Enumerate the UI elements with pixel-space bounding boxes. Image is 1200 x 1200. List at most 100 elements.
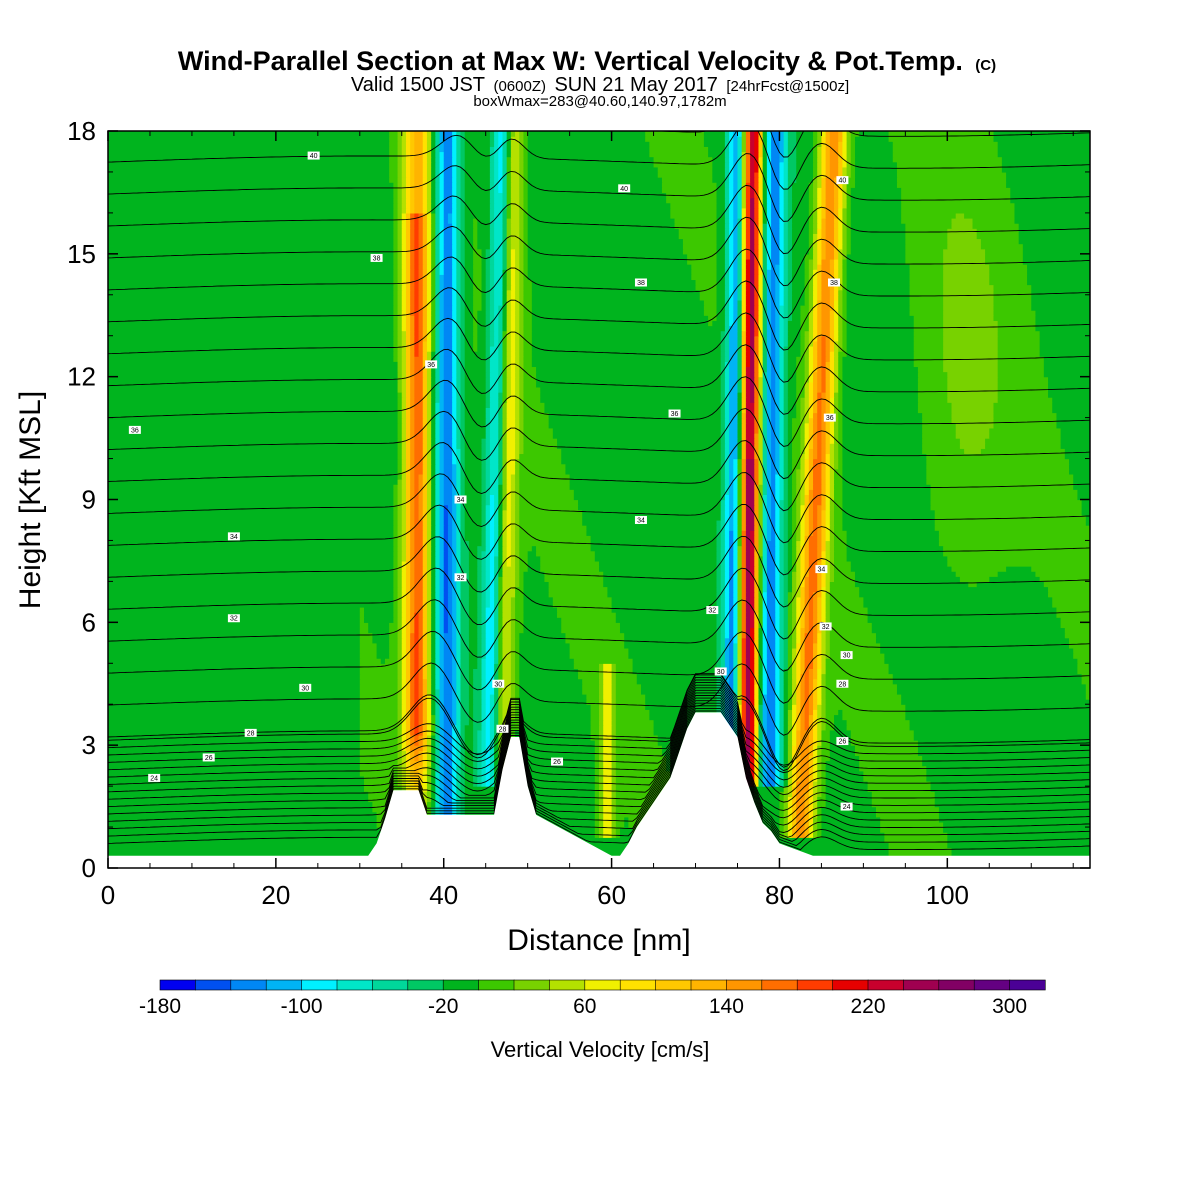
velocity-cell: [397, 642, 403, 649]
velocity-cell: [393, 581, 399, 588]
velocity-cell: [762, 709, 768, 716]
velocity-cell: [754, 709, 760, 716]
velocity-cell: [796, 555, 802, 562]
velocity-cell: [766, 509, 772, 516]
velocity-cell: [515, 453, 520, 460]
velocity-cell: [401, 601, 407, 608]
velocity-cell: [397, 504, 403, 511]
velocity-cell: [468, 704, 474, 710]
velocity-cell: [821, 479, 827, 485]
velocity-cell: [510, 499, 516, 506]
velocity-cell: [523, 627, 562, 634]
velocity-cell: [435, 402, 441, 408]
velocity-cell: [481, 709, 487, 716]
velocity-cell: [959, 576, 990, 582]
velocity-cell: [783, 504, 789, 511]
velocity-cell: [808, 699, 814, 705]
velocity-cell: [796, 545, 802, 552]
velocity-cell: [787, 704, 793, 710]
velocity-cell: [452, 458, 457, 465]
velocity-cell: [821, 422, 827, 429]
velocity-cell: [729, 402, 739, 408]
velocity-cell: [414, 719, 420, 726]
velocity-cell: [922, 427, 957, 434]
velocity-cell: [813, 448, 818, 455]
velocity-cell: [800, 668, 806, 675]
velocity-cell: [536, 545, 592, 552]
velocity-cell: [557, 438, 722, 444]
velocity-cell: [494, 673, 499, 680]
velocity-cell: [754, 688, 760, 695]
velocity-cell: [750, 381, 755, 388]
velocity-cell: [439, 734, 445, 741]
velocity-cell: [422, 504, 428, 511]
velocity-cell: [108, 622, 361, 629]
velocity-cell: [485, 780, 491, 787]
velocity-cell: [523, 397, 541, 403]
velocity-cell: [468, 566, 478, 572]
velocity-cell: [817, 816, 823, 823]
velocity-cell: [779, 622, 785, 629]
velocity-cell: [603, 775, 613, 782]
velocity-cell: [552, 432, 722, 439]
velocity-cell: [431, 489, 436, 495]
velocity-cell: [716, 581, 722, 588]
velocity-cell: [825, 499, 831, 506]
velocity-cell: [766, 606, 776, 613]
velocity-cell: [964, 448, 982, 455]
velocity-cell: [477, 545, 487, 552]
velocity-cell: [405, 765, 411, 772]
velocity-cell: [418, 678, 424, 685]
velocity-cell: [405, 642, 411, 649]
velocity-cell: [401, 407, 407, 414]
velocity-cell: [754, 673, 760, 680]
velocity-cell: [414, 392, 424, 398]
velocity-cell: [397, 392, 403, 398]
velocity-cell: [758, 606, 764, 613]
velocity-cell: [456, 591, 462, 598]
velocity-cell: [443, 412, 453, 419]
velocity-cell: [750, 770, 755, 777]
velocity-cell: [754, 693, 760, 700]
velocity-cell: [737, 658, 743, 664]
velocity-cell: [414, 612, 420, 618]
velocity-cell: [615, 827, 621, 833]
velocity-cell: [401, 688, 407, 695]
velocity-cell: [745, 699, 751, 705]
velocity-cell: [447, 509, 453, 516]
velocity-cell: [477, 729, 483, 736]
velocity-cell: [108, 571, 394, 577]
velocity-cell: [754, 775, 760, 782]
velocity-cell: [745, 463, 755, 470]
velocity-cell: [405, 468, 411, 475]
velocity-cell: [447, 601, 453, 608]
velocity-cell: [808, 617, 814, 623]
velocity-cell: [724, 509, 730, 516]
velocity-cell: [783, 775, 789, 782]
velocity-cell: [737, 606, 743, 613]
velocity-cell: [817, 780, 823, 787]
velocity-cell: [792, 525, 797, 531]
velocity-cell: [481, 484, 487, 490]
velocity-cell: [410, 422, 415, 429]
velocity-cell: [494, 622, 499, 629]
velocity-cell: [724, 535, 730, 542]
velocity-cell: [414, 412, 424, 419]
velocity-cell: [766, 586, 776, 593]
velocity-cell: [426, 509, 432, 516]
velocity-cell: [737, 468, 743, 475]
velocity-cell: [787, 606, 793, 613]
velocity-cell: [724, 397, 730, 403]
velocity-cell: [771, 453, 776, 460]
velocity-cell: [619, 827, 634, 833]
velocity-cell: [926, 765, 1090, 772]
velocity-cell: [624, 642, 718, 649]
velocity-cell: [800, 770, 810, 777]
velocity-cell: [460, 786, 466, 792]
velocity-cell: [410, 632, 415, 639]
velocity-cell: [800, 617, 806, 623]
velocity-cell: [426, 463, 432, 470]
velocity-cell: [410, 709, 415, 716]
velocity-cell: [485, 473, 491, 480]
velocity-cell: [523, 427, 554, 434]
